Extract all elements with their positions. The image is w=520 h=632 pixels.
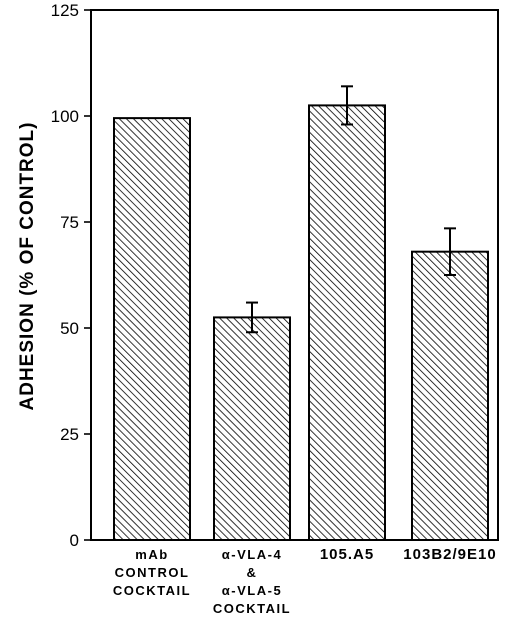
x-category-label: COCKTAIL xyxy=(113,583,191,598)
y-tick-label: 125 xyxy=(51,1,79,20)
x-category-label: mAb xyxy=(135,547,168,562)
error-bar xyxy=(444,227,456,276)
x-category-label: 103B2/9E10 xyxy=(403,546,496,563)
x-category-label: α-VLA-5 xyxy=(222,583,282,598)
bar xyxy=(411,250,489,541)
bar xyxy=(113,117,191,542)
bar xyxy=(213,316,291,541)
x-category-label: CONTROL xyxy=(115,565,190,580)
x-category-label: α-VLA-4 xyxy=(222,547,282,562)
y-tick-label: 100 xyxy=(51,107,79,126)
y-tick-label: 75 xyxy=(60,213,79,232)
bar xyxy=(308,104,386,542)
x-category-label: & xyxy=(247,565,258,580)
x-category-label: COCKTAIL xyxy=(213,601,291,616)
error-bar xyxy=(341,85,353,126)
y-tick-label: 25 xyxy=(60,425,79,444)
error-bar xyxy=(246,301,258,334)
plot-frame xyxy=(90,9,499,541)
y-tick-label: 0 xyxy=(70,531,79,550)
x-category-label: 105.A5 xyxy=(320,546,374,563)
y-tick-label: 50 xyxy=(60,319,79,338)
y-axis-title: ADHESION (% OF CONTROL) xyxy=(17,122,38,411)
